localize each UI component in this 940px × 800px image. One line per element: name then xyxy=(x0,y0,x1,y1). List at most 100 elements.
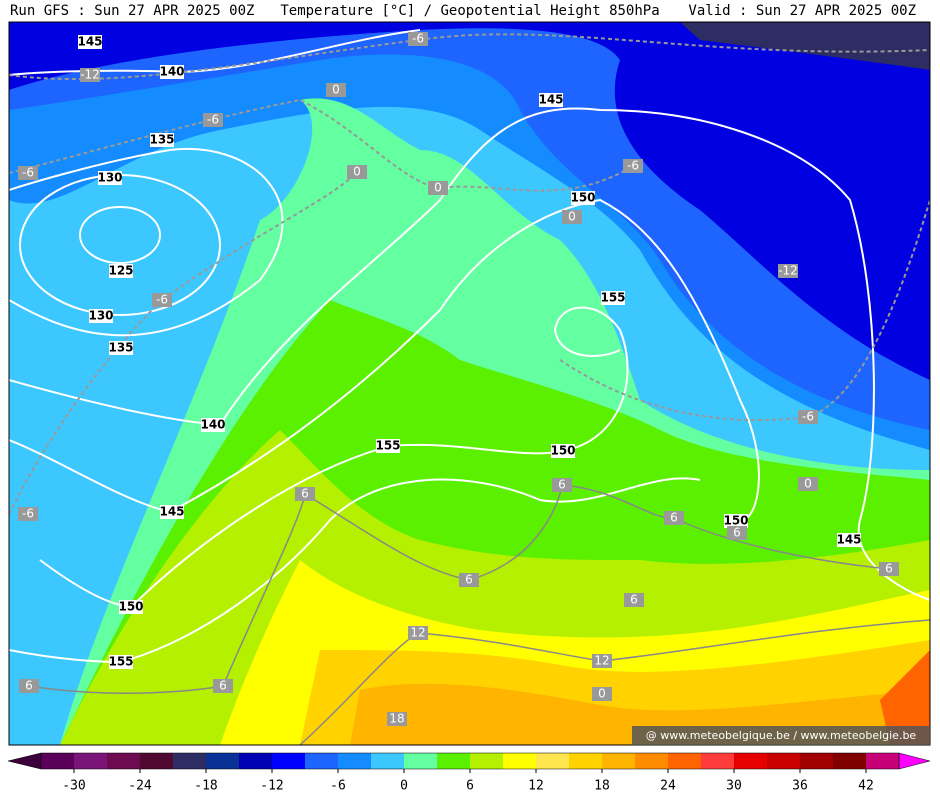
colorbar-bin xyxy=(404,753,438,769)
height-label-box xyxy=(119,600,143,614)
colorbar-bin xyxy=(74,753,108,769)
colorbar-tick-label: -18 xyxy=(194,779,217,794)
temperature-label-box xyxy=(213,679,233,693)
colorbar-bin xyxy=(371,753,405,769)
colorbar-tick-label: 36 xyxy=(792,779,808,794)
temperature-label-box xyxy=(562,210,582,224)
colorbar-bin xyxy=(41,753,75,769)
colorbar-high xyxy=(898,752,931,770)
height-label-box xyxy=(160,505,184,519)
temperature-label-box xyxy=(459,573,479,587)
watermark-box xyxy=(632,726,930,745)
temperature-label: 6 xyxy=(465,573,473,587)
colorbar-tick-label: 42 xyxy=(858,779,874,794)
temperature-label-box xyxy=(19,679,39,693)
colorbar-tick-label: 12 xyxy=(528,779,544,794)
height-label: 155 xyxy=(375,439,400,453)
height-label-box xyxy=(89,309,113,323)
temperature-label: -6 xyxy=(22,507,34,521)
temperature-label-box xyxy=(408,32,428,46)
temperature-label-box xyxy=(347,165,367,179)
temperature-label-box xyxy=(387,712,407,726)
colorbar-low xyxy=(7,752,42,770)
height-label: 135 xyxy=(108,341,133,355)
temperature-label: 0 xyxy=(434,181,442,195)
temperature-label-box xyxy=(428,181,448,195)
colorbar-tick-label: -6 xyxy=(330,779,346,794)
temperature-label: -12 xyxy=(80,68,100,82)
colorbar-tick-label: 18 xyxy=(594,779,610,794)
temperature-label: 6 xyxy=(301,487,309,501)
colorbar-bin xyxy=(272,753,306,769)
temperature-label-box xyxy=(879,562,899,576)
temperature-label-box xyxy=(80,68,100,82)
temperature-label: -6 xyxy=(802,410,814,424)
height-label: 145 xyxy=(836,533,861,547)
colorbar-bin xyxy=(470,753,504,769)
run-label: Run GFS : Sun 27 APR 2025 00Z xyxy=(10,3,254,19)
height-contour xyxy=(9,147,284,337)
temperature-label: 0 xyxy=(353,165,361,179)
temperature-label-box xyxy=(664,511,684,525)
temperature-label-box xyxy=(624,593,644,607)
temperature-label: 0 xyxy=(332,83,340,97)
height-label: 145 xyxy=(77,35,102,49)
temperature-label: 6 xyxy=(733,526,741,540)
contour-labels: 145 140 135 130 145 150 125 130 155 135 140 155 150 1… xyxy=(18,32,899,726)
height-label-box xyxy=(78,35,102,49)
temperature-label: -6 xyxy=(156,293,168,307)
temperature-label: -12 xyxy=(778,264,798,278)
watermark: @ www.meteobelgique.be / www.meteobelgie… xyxy=(646,729,917,742)
temperature-label-box xyxy=(778,264,798,278)
map-frame xyxy=(8,21,931,746)
colorbar-bin xyxy=(239,753,273,769)
height-label-box xyxy=(837,533,861,547)
temperature-label: 6 xyxy=(219,679,227,693)
height-label-box xyxy=(109,341,133,355)
temperature-label: -6 xyxy=(412,32,424,46)
height-label: 130 xyxy=(97,171,122,185)
height-label: 150 xyxy=(723,514,748,528)
temperature-label: 6 xyxy=(25,679,33,693)
height-label: 135 xyxy=(149,133,174,147)
height-label: 140 xyxy=(200,418,225,432)
temperature-contour xyxy=(9,33,930,81)
map-title: Temperature [°C] / Geopotential Height 8… xyxy=(280,3,659,19)
height-contour xyxy=(79,206,161,264)
colorbar-tick-label: -30 xyxy=(62,779,85,794)
temperature-label-box xyxy=(152,293,172,307)
temperature-label-box xyxy=(592,654,612,668)
temperature-label: 6 xyxy=(558,478,566,492)
temperature-label-box xyxy=(623,159,643,173)
temperature-contour xyxy=(9,171,358,515)
temperature-label: 6 xyxy=(885,562,893,576)
height-label-box xyxy=(109,264,133,278)
colorbar-bin xyxy=(569,753,603,769)
temperature-label: -6 xyxy=(207,113,219,127)
valid-label: Valid : Sun 27 APR 2025 00Z xyxy=(688,3,916,19)
colorbar-bin xyxy=(338,753,372,769)
colorbar: -30 -24 -18 -12 -6 0 6 12 18 24 30 36 42 xyxy=(7,752,931,794)
temperature-label-box xyxy=(203,113,223,127)
height-label-box xyxy=(539,93,563,107)
colorbar-bin xyxy=(668,753,702,769)
temperature-label-box xyxy=(18,507,38,521)
temperature-label-box xyxy=(592,687,612,701)
height-label: 150 xyxy=(570,191,595,205)
height-label-box xyxy=(150,133,174,147)
temperature-label: 12 xyxy=(410,626,425,640)
temperature-label: 0 xyxy=(598,687,606,701)
temperature-label-box xyxy=(727,526,747,540)
height-label: 125 xyxy=(108,264,133,278)
colorbar-bin xyxy=(536,753,570,769)
colorbar-bin xyxy=(701,753,735,769)
temperature-label-box xyxy=(408,626,428,640)
colorbar-tick-label: 24 xyxy=(660,779,676,794)
colorbar-bin xyxy=(767,753,801,769)
temperature-label: 18 xyxy=(389,712,404,726)
colorbar-bin xyxy=(305,753,339,769)
height-label: 145 xyxy=(159,505,184,519)
colorbar-bin xyxy=(173,753,207,769)
colorbar-bin xyxy=(833,753,867,769)
colorbar-bin xyxy=(107,753,141,769)
